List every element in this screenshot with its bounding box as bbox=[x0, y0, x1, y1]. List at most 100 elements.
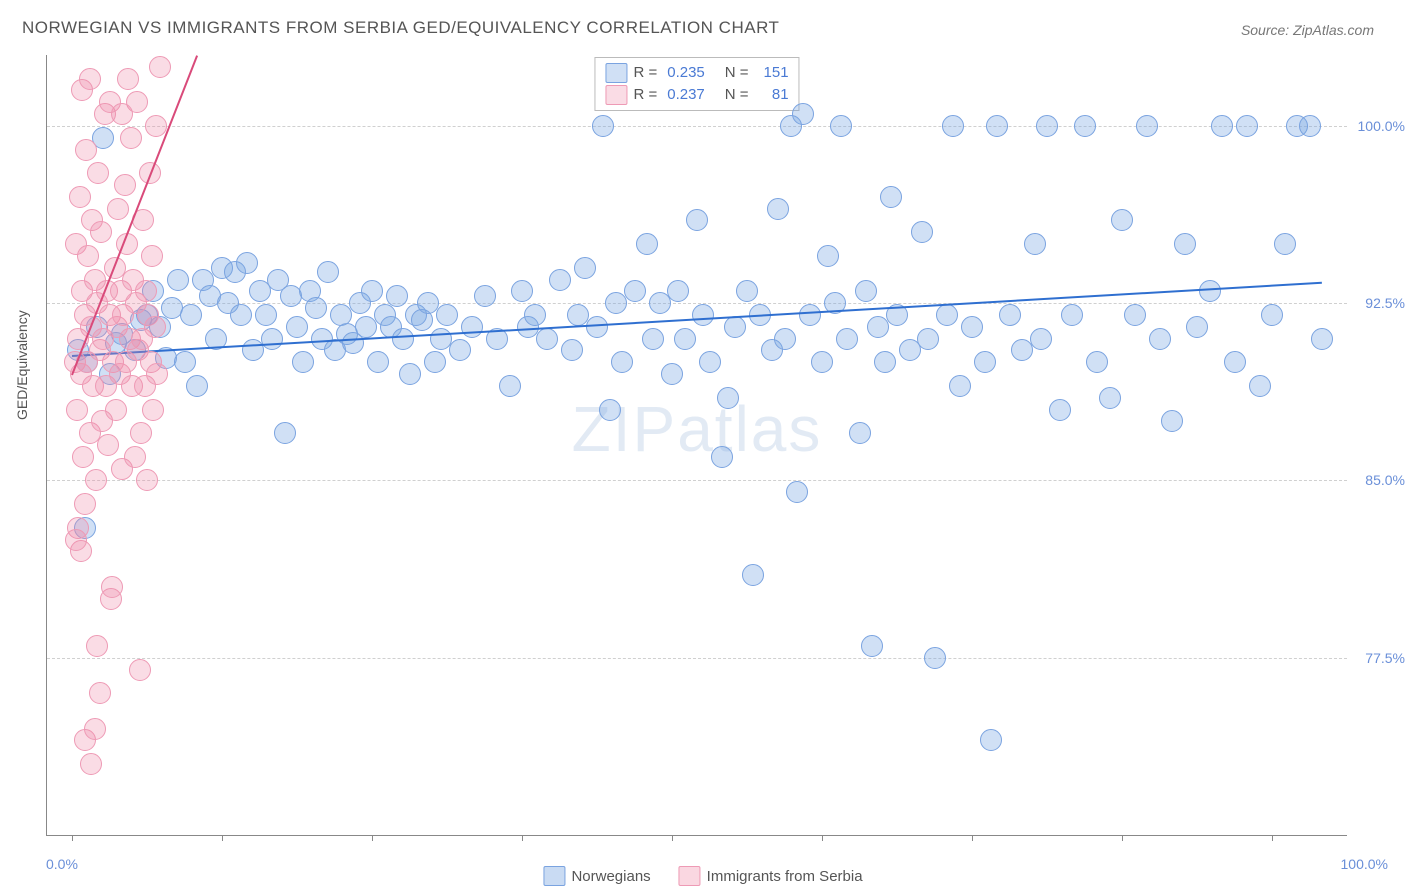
data-point bbox=[736, 280, 758, 302]
correlation-legend: R =0.235N =151R =0.237N =81 bbox=[594, 57, 799, 111]
data-point bbox=[549, 269, 571, 291]
data-point bbox=[117, 68, 139, 90]
x-tick bbox=[372, 835, 373, 841]
y-axis-label: GED/Equivalency bbox=[14, 310, 30, 420]
data-point bbox=[80, 753, 102, 775]
data-point bbox=[1236, 115, 1258, 137]
data-point bbox=[561, 339, 583, 361]
data-point bbox=[674, 328, 696, 350]
data-point bbox=[511, 280, 533, 302]
data-point bbox=[980, 729, 1002, 751]
data-point bbox=[186, 375, 208, 397]
data-point bbox=[1211, 115, 1233, 137]
y-tick-label: 100.0% bbox=[1358, 118, 1405, 134]
data-point bbox=[72, 446, 94, 468]
legend-r-label: R = bbox=[633, 62, 657, 84]
data-point bbox=[624, 280, 646, 302]
legend-n-value: 81 bbox=[759, 84, 789, 106]
legend-swatch bbox=[543, 866, 565, 886]
legend-r-value: 0.235 bbox=[667, 62, 705, 84]
legend-swatch bbox=[679, 866, 701, 886]
data-point bbox=[89, 682, 111, 704]
legend-r-value: 0.237 bbox=[667, 84, 705, 106]
data-point bbox=[66, 399, 88, 421]
data-point bbox=[86, 635, 108, 657]
data-point bbox=[861, 635, 883, 657]
data-point bbox=[292, 351, 314, 373]
data-point bbox=[830, 115, 852, 137]
data-point bbox=[286, 316, 308, 338]
data-point bbox=[942, 115, 964, 137]
data-point bbox=[774, 328, 796, 350]
legend-row: R =0.237N =81 bbox=[605, 84, 788, 106]
data-point bbox=[661, 363, 683, 385]
x-axis-max-label: 100.0% bbox=[1341, 856, 1388, 872]
x-tick bbox=[822, 835, 823, 841]
data-point bbox=[667, 280, 689, 302]
data-point bbox=[1086, 351, 1108, 373]
data-point bbox=[592, 115, 614, 137]
x-tick bbox=[72, 835, 73, 841]
data-point bbox=[317, 261, 339, 283]
data-point bbox=[611, 351, 633, 373]
legend-label: Immigrants from Serbia bbox=[707, 868, 863, 885]
data-point bbox=[367, 351, 389, 373]
watermark-atlas: atlas bbox=[677, 393, 822, 465]
data-point bbox=[961, 316, 983, 338]
data-point bbox=[144, 316, 166, 338]
data-point bbox=[167, 269, 189, 291]
data-point bbox=[1261, 304, 1283, 326]
data-point bbox=[124, 446, 146, 468]
data-point bbox=[141, 245, 163, 267]
data-point bbox=[84, 718, 106, 740]
source-label: Source: ZipAtlas.com bbox=[1241, 22, 1374, 38]
data-point bbox=[145, 115, 167, 137]
data-point bbox=[361, 280, 383, 302]
data-point bbox=[111, 103, 133, 125]
data-point bbox=[1311, 328, 1333, 350]
data-point bbox=[999, 304, 1021, 326]
data-point bbox=[129, 659, 151, 681]
data-point bbox=[742, 564, 764, 586]
gridline bbox=[47, 658, 1347, 659]
legend-swatch bbox=[605, 85, 627, 105]
data-point bbox=[1186, 316, 1208, 338]
data-point bbox=[1161, 410, 1183, 432]
data-point bbox=[69, 186, 91, 208]
data-point bbox=[1174, 233, 1196, 255]
data-point bbox=[174, 351, 196, 373]
data-point bbox=[855, 280, 877, 302]
data-point bbox=[180, 304, 202, 326]
data-point bbox=[836, 328, 858, 350]
data-point bbox=[392, 328, 414, 350]
gridline bbox=[47, 480, 1347, 481]
data-point bbox=[599, 399, 621, 421]
data-point bbox=[880, 186, 902, 208]
data-point bbox=[811, 351, 833, 373]
legend-item: Immigrants from Serbia bbox=[679, 866, 863, 886]
data-point bbox=[1249, 375, 1271, 397]
y-tick-label: 77.5% bbox=[1365, 650, 1405, 666]
data-point bbox=[1049, 399, 1071, 421]
data-point bbox=[767, 198, 789, 220]
y-tick-label: 85.0% bbox=[1365, 472, 1405, 488]
data-point bbox=[424, 351, 446, 373]
x-tick bbox=[522, 835, 523, 841]
data-point bbox=[305, 297, 327, 319]
data-point bbox=[255, 304, 277, 326]
data-point bbox=[90, 221, 112, 243]
x-tick bbox=[672, 835, 673, 841]
plot-area: ZIPatlas R =0.235N =151R =0.237N =81 77.… bbox=[46, 55, 1347, 836]
data-point bbox=[436, 304, 458, 326]
data-point bbox=[636, 233, 658, 255]
data-point bbox=[65, 529, 87, 551]
data-point bbox=[149, 56, 171, 78]
data-point bbox=[261, 328, 283, 350]
data-point bbox=[536, 328, 558, 350]
data-point bbox=[717, 387, 739, 409]
data-point bbox=[236, 252, 258, 274]
data-point bbox=[711, 446, 733, 468]
x-tick bbox=[222, 835, 223, 841]
data-point bbox=[1274, 233, 1296, 255]
x-axis-min-label: 0.0% bbox=[46, 856, 78, 872]
